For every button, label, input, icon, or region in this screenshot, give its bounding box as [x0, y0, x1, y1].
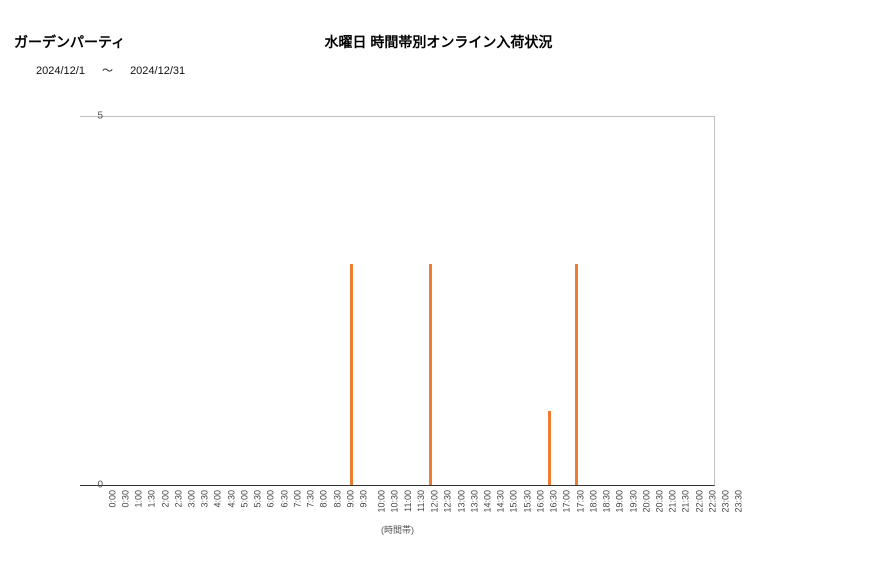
date-from: 2024/12/1 — [36, 65, 85, 77]
x-tick-label: 20:30 — [655, 490, 665, 513]
x-tick-label: 4:00 — [213, 490, 223, 508]
x-tick-label: 3:00 — [187, 490, 197, 508]
bar — [350, 264, 353, 485]
x-tick-label: 21:30 — [681, 490, 691, 513]
x-tick-label: 11:30 — [416, 490, 426, 512]
x-tick-label: 15:30 — [522, 490, 532, 513]
x-tick-label: 21:00 — [668, 490, 678, 513]
chart: 0:000:30 1:001:302:002:30 3:003:304:004:30… — [50, 110, 715, 530]
x-tick-label: 7:00 — [292, 490, 302, 508]
x-tick-label: 12:30 — [443, 490, 453, 513]
x-tick-label: 20:00 — [641, 490, 651, 513]
x-tick-label: 0:30 — [120, 490, 130, 508]
x-tick-label: 14:30 — [496, 490, 506, 513]
plot-area — [80, 116, 715, 486]
x-tick-label: 9:30 — [359, 490, 369, 508]
x-tick-label: 10:30 — [390, 490, 400, 513]
x-tick-label: 19:30 — [628, 490, 638, 513]
bar — [429, 264, 432, 485]
x-tick-label: 8:30 — [332, 490, 342, 508]
x-tick-label: 22:30 — [707, 490, 717, 513]
x-tick-label: 2:00 — [160, 490, 170, 508]
x-tick-label: 2:30 — [173, 490, 183, 508]
x-tick-label: 18:30 — [602, 490, 612, 513]
y-tick-label: 5 — [97, 111, 103, 122]
x-tick-label: 5:30 — [253, 490, 263, 508]
x-tick-label: 16:00 — [535, 490, 545, 513]
x-tick-label: 16:30 — [549, 490, 559, 513]
x-tick-label: 3:30 — [200, 490, 210, 508]
header: ガーデンパーティ 水曜日 時間帯別オンライン入荷状況 2024/12/1 ～ 2… — [0, 0, 877, 90]
chart-title: 水曜日 時間帯別オンライン入荷状況 — [0, 32, 877, 52]
date-to: 2024/12/31 — [130, 65, 185, 77]
x-tick-label: 4:30 — [226, 490, 236, 508]
x-tick-label: 11:00 — [403, 490, 413, 512]
x-tick-label: 23:30 — [734, 490, 744, 513]
date-range: 2024/12/1 ～ 2024/12/31 — [36, 62, 185, 78]
date-separator: ～ — [102, 62, 113, 78]
x-tick-label: 9:00 — [345, 490, 355, 508]
x-tick-label: 23:00 — [721, 490, 731, 513]
x-tick-label: 6:30 — [279, 490, 289, 508]
x-tick-label: 7:30 — [306, 490, 316, 508]
x-tick-label: 0:00 — [107, 490, 117, 508]
bar — [575, 264, 578, 485]
x-axis-title: (時間帯) — [80, 523, 715, 536]
x-tick-label: 15:00 — [509, 490, 519, 513]
y-tick-label: 0 — [97, 480, 103, 491]
x-tick-label: 1:00 — [134, 490, 144, 508]
x-tick-label: 1:30 — [147, 490, 157, 508]
x-tick-label: 8:00 — [319, 490, 329, 508]
x-tick-label: 22:00 — [694, 490, 704, 513]
x-axis-labels: 0:000:30 1:001:302:002:30 3:003:304:004:30… — [80, 488, 715, 528]
x-tick-label: 5:00 — [239, 490, 249, 508]
x-tick-label: 13:30 — [469, 490, 479, 513]
x-tick-label: 17:30 — [575, 490, 585, 513]
x-tick-label: 13:00 — [456, 490, 466, 513]
x-tick-label: 17:00 — [562, 490, 572, 513]
x-tick-label: 18:00 — [588, 490, 598, 513]
x-tick-label: 19:00 — [615, 490, 625, 513]
bar — [548, 411, 551, 485]
x-tick-label: 6:00 — [266, 490, 276, 508]
x-tick-label: 14:00 — [483, 490, 493, 513]
x-tick-label: 12:00 — [430, 490, 440, 513]
x-tick-label: 10:00 — [377, 490, 387, 513]
